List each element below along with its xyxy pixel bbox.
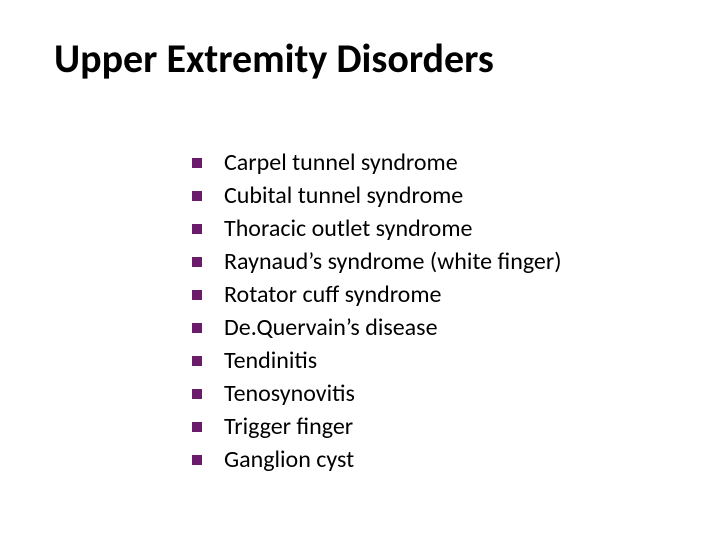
list-item-text: Trigger finger (224, 412, 353, 442)
list-item: Rotator cuff syndrome (192, 280, 562, 310)
list-item: Ganglion cyst (192, 445, 562, 475)
bullet-list: Carpel tunnel syndrome Cubital tunnel sy… (192, 148, 562, 475)
list-item: De.Quervain’s disease (192, 313, 562, 343)
square-bullet-icon (192, 389, 202, 399)
list-item-text: Carpel tunnel syndrome (224, 148, 458, 178)
list-item-text: Raynaud’s syndrome (white finger) (224, 247, 562, 277)
slide-title: Upper Extremity Disorders (54, 34, 494, 83)
square-bullet-icon (192, 455, 202, 465)
list-item: Thoracic outlet syndrome (192, 214, 562, 244)
list-item-text: Tendinitis (224, 346, 317, 376)
list-item-text: Ganglion cyst (224, 445, 354, 475)
square-bullet-icon (192, 158, 202, 168)
list-item: Carpel tunnel syndrome (192, 148, 562, 178)
square-bullet-icon (192, 191, 202, 201)
square-bullet-icon (192, 224, 202, 234)
list-item-text: De.Quervain’s disease (224, 313, 438, 343)
list-item: Tenosynovitis (192, 379, 562, 409)
square-bullet-icon (192, 323, 202, 333)
slide: Upper Extremity Disorders Carpel tunnel … (0, 0, 720, 540)
square-bullet-icon (192, 422, 202, 432)
list-item-text: Tenosynovitis (224, 379, 355, 409)
list-item: Raynaud’s syndrome (white finger) (192, 247, 562, 277)
list-item: Cubital tunnel syndrome (192, 181, 562, 211)
list-item-text: Cubital tunnel syndrome (224, 181, 463, 211)
square-bullet-icon (192, 356, 202, 366)
list-item-text: Rotator cuff syndrome (224, 280, 441, 310)
list-item: Tendinitis (192, 346, 562, 376)
list-item-text: Thoracic outlet syndrome (224, 214, 472, 244)
square-bullet-icon (192, 290, 202, 300)
list-item: Trigger finger (192, 412, 562, 442)
square-bullet-icon (192, 257, 202, 267)
